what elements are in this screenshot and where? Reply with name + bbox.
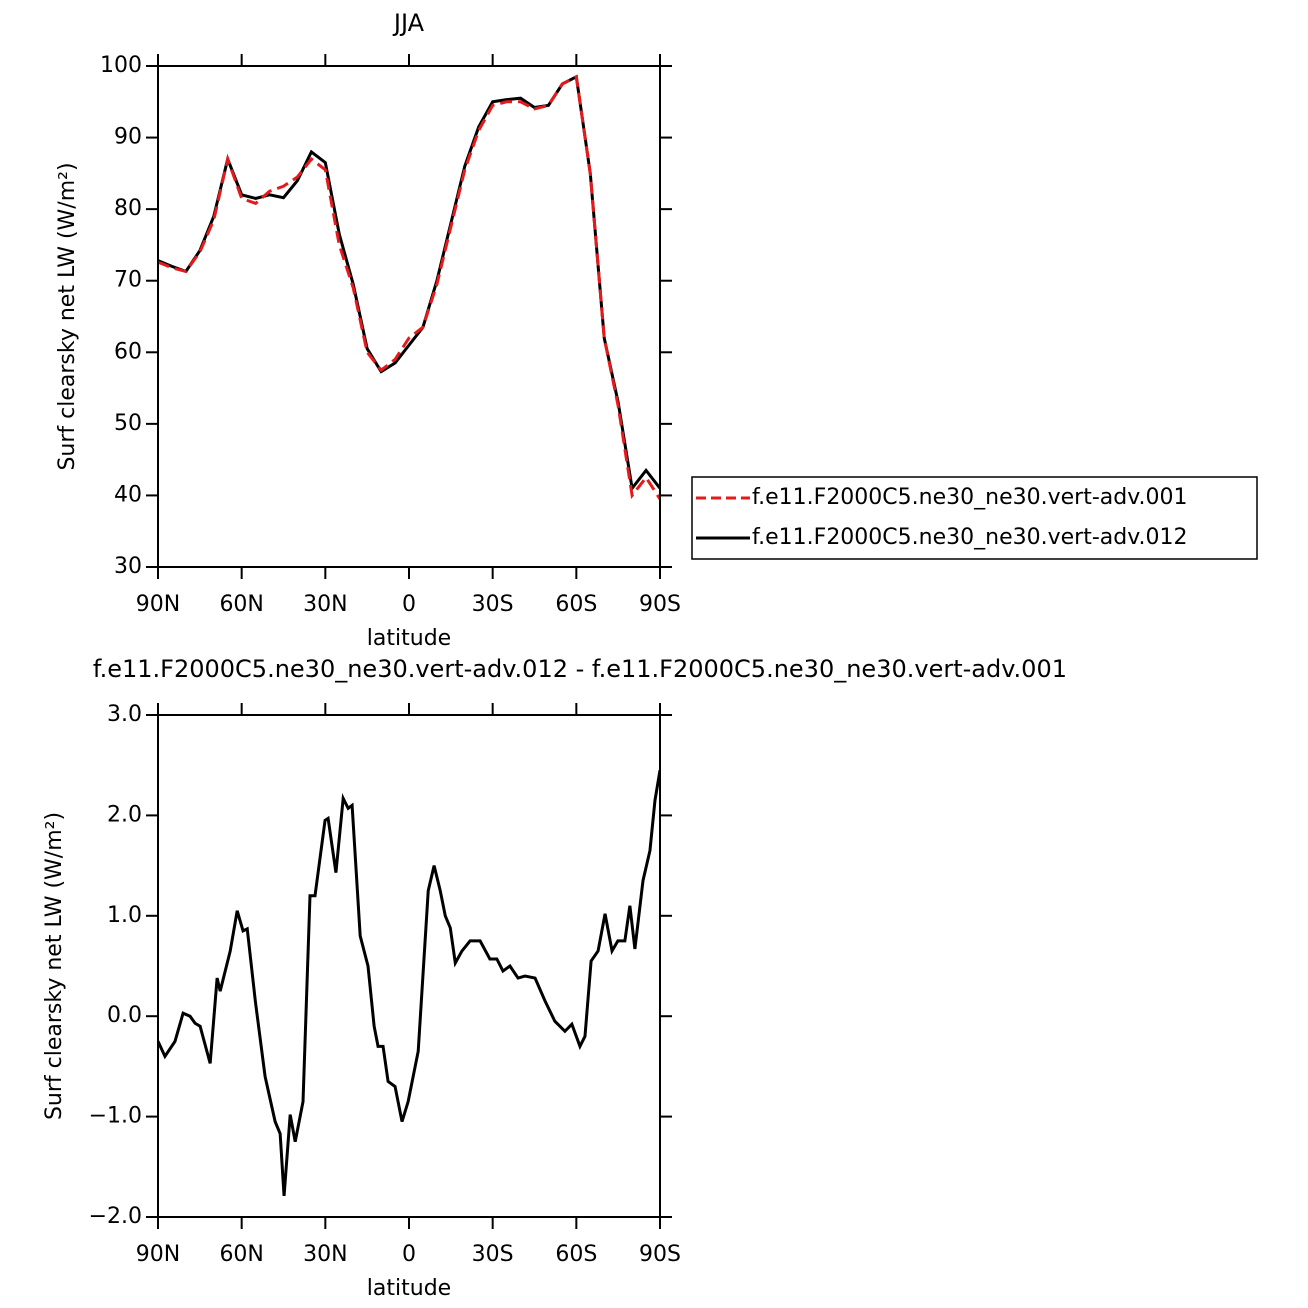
y-tick-label: 70: [114, 268, 142, 293]
x-tick-label: 60S: [555, 1242, 597, 1267]
plot-frame: [157, 65, 661, 568]
x-tick-label: 60N: [219, 592, 263, 617]
y-tick-label: 60: [114, 339, 142, 364]
x-tick-label: 30S: [472, 592, 514, 617]
y-tick-label: 1.0: [107, 903, 142, 928]
legend-label: f.e11.F2000C5.ne30_ne30.vert-adv.012: [752, 525, 1188, 550]
x-tick-label: 30N: [303, 1242, 347, 1267]
x-axis-label: latitude: [367, 1276, 451, 1301]
y-tick-label: 3.0: [107, 702, 142, 727]
series-line: [158, 769, 660, 1197]
legend-box: [691, 476, 1258, 560]
x-tick-label: 0: [402, 592, 416, 617]
x-tick-label: 90S: [639, 592, 681, 617]
y-tick-label: 50: [114, 411, 142, 436]
y-tick-label: 40: [114, 482, 142, 507]
legend-label: f.e11.F2000C5.ne30_ne30.vert-adv.001: [752, 485, 1188, 510]
plot-frame: [157, 714, 661, 1218]
y-tick-label: 100: [100, 53, 142, 78]
x-tick-label: 30S: [472, 1242, 514, 1267]
x-tick-label: 90N: [136, 592, 180, 617]
x-tick-label: 0: [402, 1242, 416, 1267]
x-tick-label: 60S: [555, 592, 597, 617]
y-axis-label: Surf clearsky net LW (W/m²): [55, 162, 80, 470]
series-line: [158, 74, 660, 500]
y-tick-label: 30: [114, 554, 142, 579]
y-tick-label: −2.0: [89, 1204, 142, 1229]
chart-title: JJA: [392, 9, 425, 37]
x-tick-label: 90N: [136, 1242, 180, 1267]
y-axis-label: Surf clearsky net LW (W/m²): [42, 812, 67, 1120]
x-axis-label: latitude: [367, 626, 451, 651]
x-tick-label: 90S: [639, 1242, 681, 1267]
chart-title: f.e11.F2000C5.ne30_ne30.vert-adv.012 - f…: [93, 655, 1067, 683]
y-tick-label: 0.0: [107, 1003, 142, 1028]
y-tick-label: 80: [114, 196, 142, 221]
x-tick-label: 30N: [303, 592, 347, 617]
y-tick-label: 2.0: [107, 802, 142, 827]
y-tick-label: −1.0: [89, 1104, 142, 1129]
x-tick-label: 60N: [219, 1242, 263, 1267]
y-tick-label: 90: [114, 125, 142, 150]
